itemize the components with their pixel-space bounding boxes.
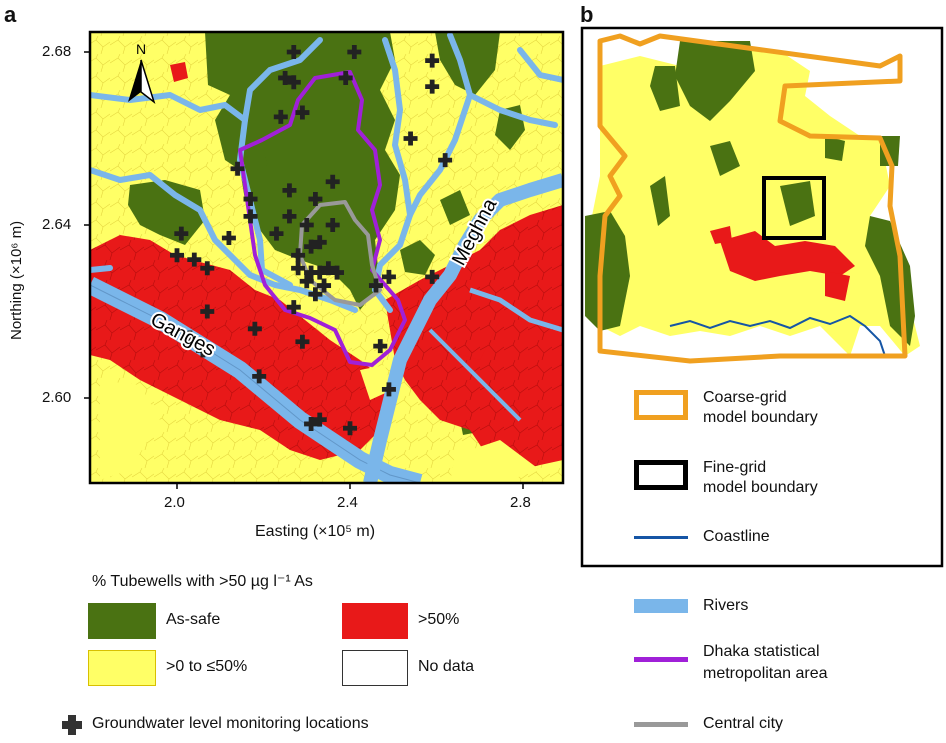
legend-coarse-grid-swatch: [634, 390, 688, 420]
monitoring-point: [373, 339, 388, 354]
legend-as-safe-label: As-safe: [166, 611, 221, 628]
monitoring-point: [170, 248, 184, 263]
monitoring-point: [325, 174, 340, 189]
monitoring-point: [343, 421, 357, 436]
monitoring-point: [347, 45, 362, 59]
legend-high-label: >50%: [418, 611, 460, 628]
monitoring-point: [299, 274, 314, 289]
monitoring-point: [247, 321, 262, 336]
monitoring-point: [200, 304, 215, 319]
rivers: [90, 32, 563, 313]
monitoring-point: [286, 75, 301, 90]
monitoring-point: [182, 330, 197, 345]
ytick-label: 2.64: [42, 216, 72, 233]
legend-fine-grid-swatch: [634, 460, 688, 490]
legend-dhaka-label: Dhaka statistical metropolitan area: [703, 643, 828, 682]
panel-a-frame: [88, 30, 565, 485]
legend-fine-grid-label: Fine-grid model boundary: [703, 459, 818, 496]
monitoring-point: [330, 265, 345, 280]
monitoring-point: [273, 109, 288, 124]
monitoring-point: [221, 230, 236, 245]
ytick-label: 2.60: [42, 389, 72, 406]
legend-no-data-swatch: [342, 650, 408, 686]
monitoring-point: [381, 382, 396, 397]
monitoring-point: [291, 248, 306, 263]
monitoring-points: [170, 45, 453, 436]
panel-b-map: [580, 26, 944, 568]
legend-high-swatch: [342, 603, 408, 639]
ytick-label: 2.68: [42, 43, 72, 60]
monitoring-point: [174, 226, 189, 241]
monitoring-point: [425, 79, 440, 94]
monitoring-point: [368, 278, 383, 293]
region-as-safe: [128, 32, 525, 435]
monitoring-point: [299, 218, 314, 232]
y-axis-label: Northing (×10⁶ m): [8, 220, 25, 340]
monitoring-point: [304, 239, 319, 254]
monitoring-point: [338, 70, 353, 85]
monitoring-point: [282, 209, 297, 224]
panel-a-map: N Ganges Meghna: [84, 30, 565, 489]
meghna-river: [363, 173, 563, 483]
legend-coarse-grid-label: Coarse-grid model boundary: [703, 389, 818, 426]
panel-letter-b: b: [580, 2, 594, 27]
xtick-label: 2.4: [337, 494, 358, 511]
coastline-b: [669, 314, 886, 357]
legend-low-swatch: [88, 650, 156, 686]
monitoring-point: [200, 261, 215, 276]
monitoring-point: [403, 131, 418, 146]
panel-letter-a: a: [4, 2, 17, 27]
legend-tubewell-title: % Tubewells with >50 µg l⁻¹ As: [92, 573, 313, 590]
monitoring-point: [308, 192, 323, 207]
monitoring-point: [308, 287, 323, 302]
legend-as-safe-swatch: [88, 603, 156, 639]
coarse-grid-boundary: [597, 33, 908, 364]
legend-dhaka-swatch: [634, 657, 688, 662]
monitoring-point: [243, 209, 258, 224]
north-arrow: [128, 59, 156, 105]
monitoring-point: [312, 235, 327, 250]
x-axis-label: Easting (×10⁵ m): [255, 523, 376, 540]
monitoring-point: [243, 192, 258, 207]
monitoring-point: [295, 334, 310, 349]
legend-monitoring-label: Groundwater level monitoring locations: [92, 715, 369, 732]
plus-icon: [62, 715, 82, 735]
legend-rivers-label: Rivers: [703, 597, 749, 614]
legend-central-city-swatch: [634, 722, 688, 727]
xtick-label: 2.8: [510, 494, 531, 511]
monitoring-point: [252, 369, 267, 384]
legend-coastline-label: Coastline: [703, 528, 770, 545]
monitoring-point: [325, 218, 340, 232]
monitoring-point: [269, 226, 284, 241]
north-label: N: [136, 41, 146, 57]
legend-rivers-swatch: [634, 599, 688, 613]
monitoring-point: [187, 252, 202, 267]
monitoring-point: [278, 70, 293, 85]
bangladesh-high: [710, 226, 855, 301]
monitoring-point: [291, 261, 306, 276]
monitoring-point: [381, 269, 396, 284]
legend-low-label: >0 to ≤50%: [166, 658, 248, 675]
monitoring-point: [312, 265, 327, 280]
legend-coastline-swatch: [634, 536, 688, 539]
monitoring-point: [304, 416, 319, 431]
monitoring-point: [312, 412, 327, 427]
legend-no-data-label: No data: [418, 658, 475, 675]
monitoring-point: [321, 261, 336, 276]
monitoring-point: [195, 343, 210, 358]
monitoring-point: [295, 105, 310, 120]
monitoring-point: [317, 278, 332, 293]
dhaka-metro-outline: [238, 70, 407, 367]
monitoring-point: [282, 183, 297, 198]
monitoring-point: [304, 265, 319, 280]
monitoring-point: [286, 300, 301, 315]
monitoring-point: [438, 153, 453, 168]
monitoring-point: [425, 53, 440, 68]
legend-central-city-label: Central city: [703, 715, 784, 732]
monitoring-point: [286, 45, 301, 59]
monitoring-point: [425, 269, 440, 284]
monitoring-point: [230, 161, 245, 176]
xtick-label: 2.0: [164, 494, 185, 511]
fine-grid-boundary: [762, 176, 826, 240]
